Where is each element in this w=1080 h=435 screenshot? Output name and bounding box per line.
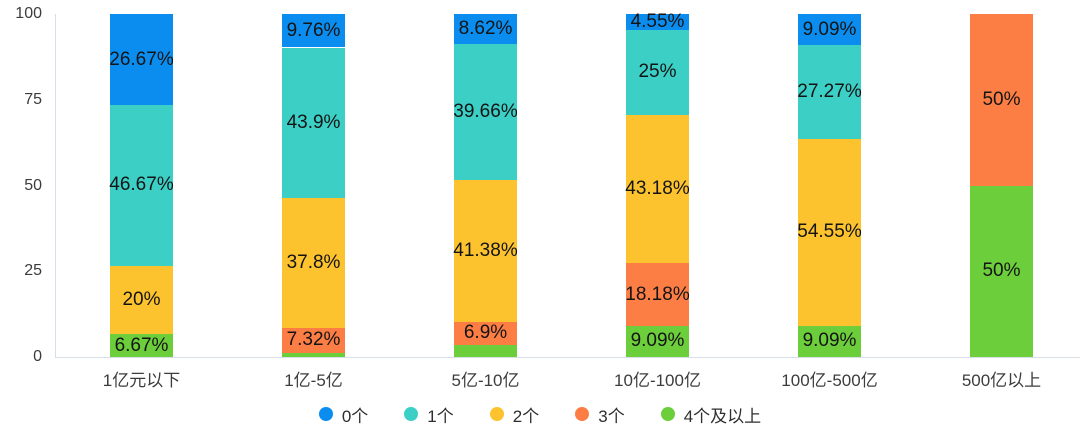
bar-segment-4个及以上 — [110, 334, 173, 357]
x-axis-label: 500亿以上 — [961, 371, 1042, 390]
bar-segment-label: 4.55% — [630, 10, 685, 32]
legend-item: 0个 — [318, 402, 369, 427]
bar-segment-3个 — [970, 14, 1033, 186]
bar-segment-label: 8.62% — [458, 17, 513, 39]
bar-segment-label: 54.55% — [797, 221, 862, 243]
bar-segment-label: 20% — [122, 288, 161, 310]
bar-segment-2个 — [626, 115, 689, 264]
bar-segment-label: 25% — [638, 61, 677, 83]
bar-segment-label: 9.09% — [630, 330, 685, 352]
bar-segment-4个及以上 — [626, 325, 689, 357]
bar-segment-4个及以上 — [282, 352, 345, 357]
bar-segment-0个 — [626, 14, 689, 30]
bar-segment-label: 50% — [982, 260, 1021, 282]
bar-segment-label: 43.9% — [286, 111, 341, 133]
bar-segment-label: 41.38% — [453, 239, 518, 261]
legend-item: 4个及以上 — [660, 402, 762, 427]
bar-segment-label: 46.67% — [109, 174, 174, 196]
bar-segment-0个 — [282, 14, 345, 48]
legend-label: 3个 — [598, 406, 625, 426]
bar-segment-2个 — [454, 179, 517, 322]
bar-segment-2个 — [110, 265, 173, 335]
legend-item: 2个 — [489, 402, 540, 427]
bar-segment-4个及以上 — [798, 325, 861, 357]
bar-segment-3个 — [626, 263, 689, 326]
bar-segment-label: 6.67% — [114, 334, 169, 356]
bar-segment-1个 — [454, 43, 517, 180]
legend-dot — [489, 407, 504, 421]
bar-segment-label: 9.09% — [802, 18, 857, 40]
y-axis-line — [55, 14, 56, 357]
legend-dot — [660, 407, 675, 421]
legend-dot — [575, 407, 590, 421]
y-tick-label: 50 — [24, 176, 42, 194]
bar-segment-1个 — [626, 29, 689, 116]
bar-segment-3个 — [454, 321, 517, 346]
legend: 0个 1个 2个 3个 4个及以上 — [0, 401, 1080, 427]
bar-segment-4个及以上 — [970, 185, 1033, 357]
bar-segment-label: 27.27% — [797, 80, 862, 102]
legend-item: 3个 — [575, 402, 625, 427]
bar-segment-0个 — [798, 14, 861, 46]
y-tick-label: 100 — [15, 5, 42, 22]
bar-segment-label: 9.76% — [286, 19, 341, 41]
plot-area: 6.67% 20% 46.67% 26.67% 7.32% 37.8% 43.9% 9.76%… — [55, 10, 1080, 357]
legend-label: 0个 — [341, 406, 369, 426]
y-tick-label: 25 — [24, 262, 42, 280]
bar-segment-label: 50% — [982, 88, 1021, 110]
x-axis-label: 100亿-500亿 — [781, 371, 878, 390]
bar-segment-label: 26.67% — [109, 48, 174, 70]
bar-segment-label: 6.9% — [463, 322, 508, 344]
bar-segment-4个及以上 — [454, 345, 517, 357]
bar-segment-0个 — [110, 13, 173, 106]
bar-segment-label: 37.8% — [286, 251, 341, 273]
bar-segment-label: 7.32% — [286, 329, 341, 351]
x-axis-label: 1亿-5亿 — [284, 371, 343, 390]
bar-segment-label: 39.66% — [453, 100, 518, 122]
legend-label: 4个及以上 — [683, 406, 762, 426]
legend-item: 1个 — [404, 402, 454, 427]
bar-segment-1个 — [798, 45, 861, 139]
legend-label: 1个 — [427, 406, 454, 426]
bar-segment-2个 — [798, 138, 861, 326]
bar-segment-label: 43.18% — [625, 178, 690, 200]
legend-dot — [318, 407, 333, 421]
x-axis-label: 1亿元以下 — [102, 371, 181, 390]
x-axis-label: 10亿-100亿 — [614, 371, 701, 390]
bar-segment-label: 9.09% — [802, 330, 857, 352]
y-tick-label: 0 — [33, 348, 42, 365]
bar-segment-label: 18.18% — [625, 283, 690, 305]
x-axis-line — [55, 357, 1080, 358]
bar-segment-2个 — [282, 198, 345, 328]
x-axis-label: 5亿-10亿 — [451, 371, 520, 390]
bar-segment-3个 — [282, 327, 345, 353]
bar-segment-0个 — [454, 14, 517, 44]
y-tick-label: 75 — [24, 90, 42, 108]
bar-segment-1个 — [282, 47, 345, 199]
legend-dot — [404, 407, 419, 421]
x-axis: 1亿元以下 1亿-5亿 5亿-10亿 10亿-100亿 100亿-500亿 500亿以上 — [55, 366, 1080, 390]
bar-segment-1个 — [110, 105, 173, 266]
legend-label: 2个 — [512, 406, 540, 426]
